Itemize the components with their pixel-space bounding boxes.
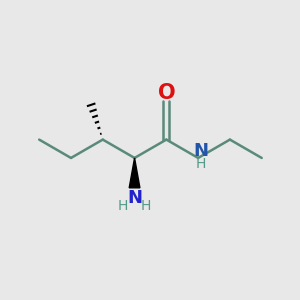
Text: H: H	[196, 158, 206, 172]
Text: H: H	[141, 199, 151, 213]
Text: H: H	[118, 199, 128, 213]
Text: N: N	[194, 142, 208, 160]
Polygon shape	[129, 158, 140, 188]
Text: O: O	[158, 82, 175, 103]
Text: N: N	[127, 189, 142, 207]
